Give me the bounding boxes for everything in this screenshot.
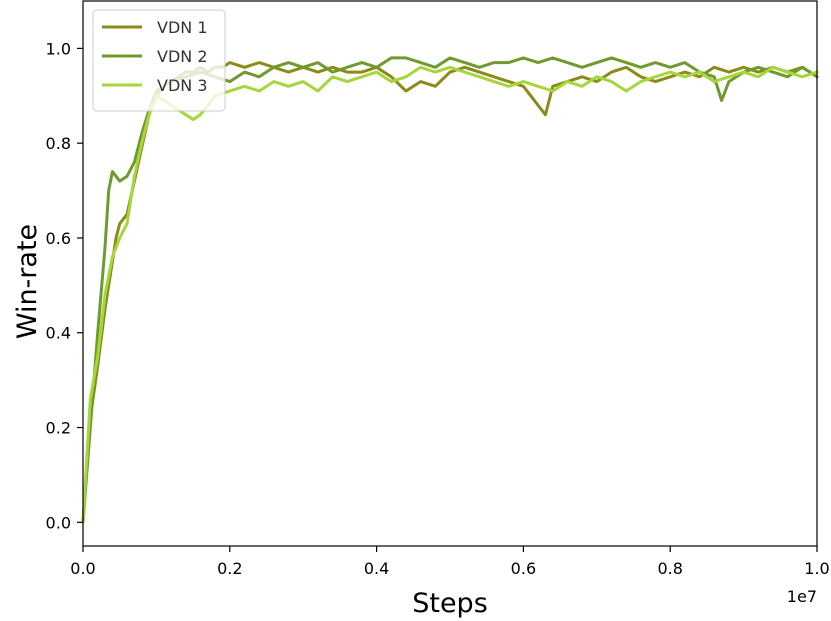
series-layer <box>81 56 819 524</box>
legend: VDN 1 VDN 2 VDN 3 <box>92 9 226 112</box>
y-tick-label: 0.6 <box>46 229 71 248</box>
series-line-3 <box>81 65 819 524</box>
x-tick-label: 0.0 <box>70 559 95 578</box>
y-tick-label: 0.0 <box>46 513 71 532</box>
series-line-2 <box>81 56 819 524</box>
legend-label-2: VDN 2 <box>157 47 208 66</box>
plot-frame <box>82 0 818 547</box>
x-tick-label: 0.4 <box>364 559 389 578</box>
y-tick-label: 0.4 <box>46 324 71 343</box>
x-tick-label: 0.6 <box>511 559 536 578</box>
axes-layer: 0.0 0.2 0.4 0.6 0.8 1.0 0.0 0.2 0.4 0.6 0.8 1.0 Step… <box>12 0 830 619</box>
x-tick-label: 1.0 <box>804 559 829 578</box>
legend-label-1: VDN 1 <box>157 18 208 37</box>
y-tick-label: 0.2 <box>46 419 71 438</box>
y-axis-label: Win-rate <box>12 224 43 339</box>
y-tick-label: 1.0 <box>46 39 71 58</box>
y-tick-label: 0.8 <box>46 134 71 153</box>
x-axis-label: Steps <box>412 588 488 619</box>
x-offset-label: 1e7 <box>787 587 817 606</box>
x-tick-label: 0.8 <box>657 559 682 578</box>
series-line-1 <box>81 61 819 524</box>
legend-label-3: VDN 3 <box>157 76 208 95</box>
x-tick-label: 0.2 <box>217 559 242 578</box>
